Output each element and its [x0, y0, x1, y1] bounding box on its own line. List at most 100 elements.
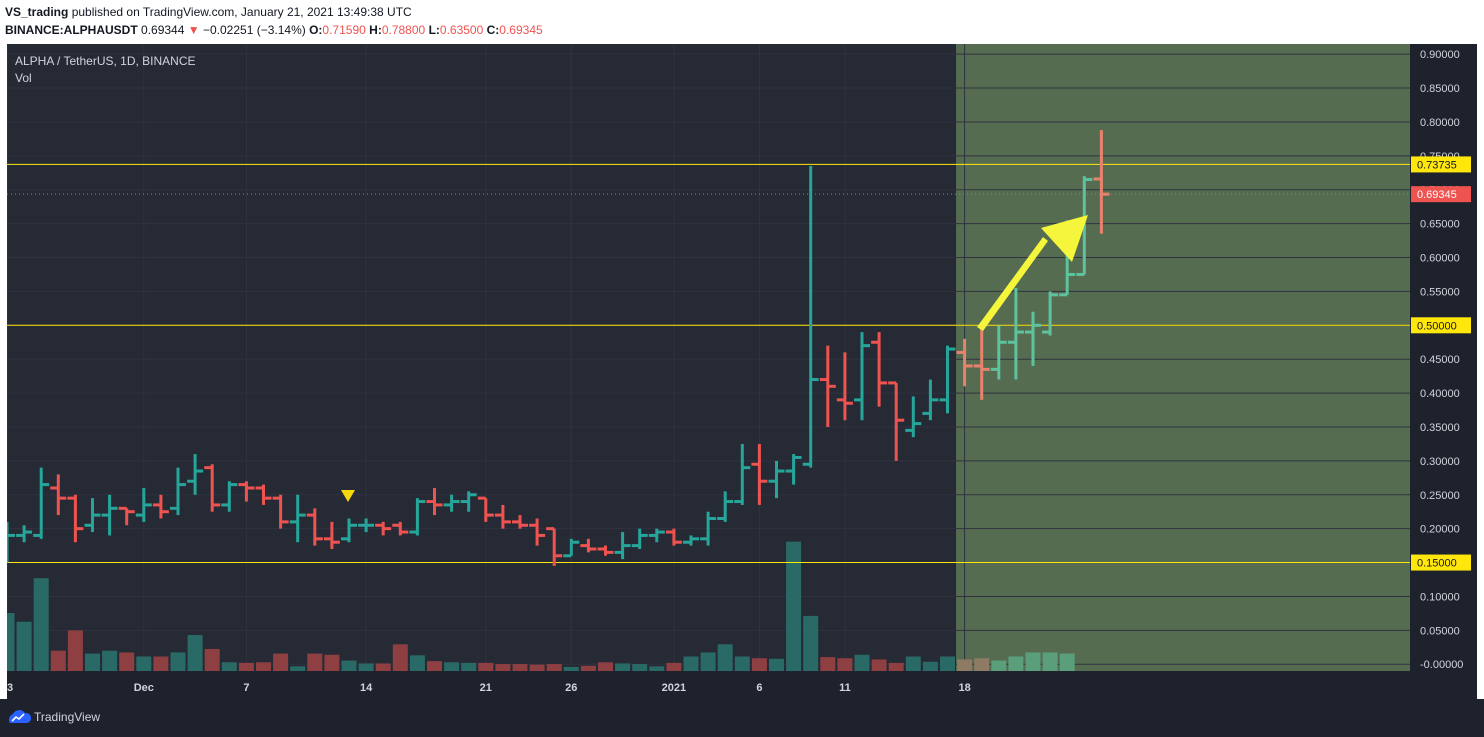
volume-bar — [153, 656, 169, 671]
time-tick-label: 23 — [7, 682, 13, 694]
ohlc-bar — [152, 494, 169, 519]
volume-bar — [7, 613, 15, 671]
ohlc-bar — [392, 521, 409, 536]
tradingview-logo-icon[interactable] — [7, 709, 31, 725]
time-tick-label: 21 — [480, 682, 492, 694]
volume-bar — [1008, 656, 1024, 671]
legend-vol-label: Vol — [15, 71, 32, 85]
ohlc-bar — [84, 498, 101, 533]
volume-bar — [871, 659, 887, 671]
current-price-label-box — [1411, 186, 1471, 203]
trend-arrow-icon — [977, 215, 1088, 331]
volume-bar — [50, 650, 66, 671]
price-tick-label: 0.10000 — [1420, 591, 1460, 603]
ohlc-bar — [700, 511, 717, 546]
ohlc-bar — [323, 521, 340, 549]
ohlc-bar — [33, 467, 50, 539]
volume-bar — [495, 664, 511, 671]
ohlc-bar — [306, 508, 323, 546]
ohlc-bar — [118, 506, 135, 526]
footer-brand[interactable]: TradingView — [34, 710, 101, 724]
level-price-label-box — [1411, 156, 1471, 173]
volume-bar — [854, 654, 870, 671]
price-tick-label: 0.35000 — [1420, 422, 1460, 434]
down-triangle-icon: ▼ — [187, 23, 200, 37]
time-axis[interactable]: 23 Dec 7 14 21 26 2021 6 11 18 — [7, 682, 971, 694]
volume-bar — [769, 658, 784, 671]
level-price-label-box — [1411, 554, 1471, 571]
price-tick-label: -0.00000 — [1420, 659, 1463, 671]
volume-bar — [957, 659, 973, 671]
volume-bar — [529, 664, 545, 671]
ohlc-bar — [1007, 288, 1024, 380]
ohlc-bar — [580, 538, 597, 553]
ohlc-bar — [631, 528, 648, 549]
volume-bar — [444, 662, 460, 671]
time-tick-label: 6 — [756, 682, 762, 694]
price-tick-label: 0.60000 — [1420, 253, 1460, 265]
level-price-label: 0.15000 — [1411, 554, 1471, 571]
publish-header: VS_trading published on TradingView.com,… — [0, 0, 1484, 44]
ohlc-bar — [990, 325, 1007, 380]
ohlc-bar — [1093, 130, 1110, 234]
high-value: 0.78800 — [381, 23, 426, 37]
ohlc-bar — [1042, 291, 1059, 336]
ohlc-bar — [785, 454, 802, 485]
time-axis-background[interactable] — [7, 671, 1410, 699]
ohlc-bar — [426, 487, 443, 516]
level-price-label: 0.50000 — [1411, 317, 1471, 334]
price-tick-label: 0.55000 — [1420, 286, 1460, 298]
ohlc-bar — [170, 467, 186, 516]
ohlc-bar — [751, 443, 768, 505]
volume-bar — [820, 657, 836, 671]
ohlc-bar — [819, 345, 836, 427]
time-tick-label: Dec — [134, 682, 154, 694]
ohlc-bar — [358, 518, 375, 533]
volume-bar — [358, 663, 374, 671]
volume-bar — [16, 621, 32, 671]
volume-bar — [751, 658, 767, 671]
volume-bar — [67, 630, 83, 671]
ohlc-bar — [16, 525, 33, 543]
current-price-label: 0.69345 — [1411, 186, 1471, 203]
author-name[interactable]: VS_trading — [5, 5, 69, 19]
ohlc-bar — [973, 325, 990, 400]
price-chart[interactable]: 0.900000.850000.800000.750000.700000.650… — [7, 44, 1477, 699]
close-value: 0.69345 — [499, 23, 543, 37]
chart-pane[interactable]: 0.900000.850000.800000.750000.700000.650… — [7, 44, 1477, 699]
ohlc-bar — [477, 496, 494, 522]
ohlc-bar — [238, 481, 255, 502]
level-price-label: 0.73735 — [1411, 156, 1471, 173]
open-value: 0.71590 — [322, 23, 366, 37]
volume-bar — [666, 662, 682, 671]
volume-bar — [324, 654, 340, 671]
ohlc-bar — [7, 521, 15, 563]
ohlc-bar — [460, 491, 477, 512]
legend-title: ALPHA / TetherUS, 1D, BINANCE — [15, 54, 196, 68]
ohlc-bar — [939, 345, 956, 414]
price-tick-label: 0.05000 — [1420, 625, 1460, 637]
ohlc-bar — [888, 381, 905, 461]
ohlc-bar — [272, 494, 289, 529]
ohlc-bar — [546, 527, 563, 566]
open-label: O: — [309, 23, 323, 37]
volume-bars — [7, 541, 1075, 671]
price-tick-label: 0.65000 — [1420, 219, 1460, 231]
volume-bar — [33, 578, 49, 671]
ohlc-bar — [614, 532, 631, 560]
price-axis-background[interactable] — [1410, 44, 1477, 699]
ohlc-bar — [375, 521, 392, 536]
close-label: C: — [486, 23, 500, 37]
volume-bar — [307, 653, 323, 671]
low-value: 0.63500 — [439, 23, 484, 37]
volume-bar — [375, 663, 391, 671]
volume-bar — [119, 652, 135, 671]
ohlc-bar — [734, 443, 751, 505]
level-lines — [7, 163, 1410, 564]
signal-triangle-icon — [341, 490, 355, 502]
ohlc-bars — [7, 130, 1110, 566]
last-price: 0.69344 — [141, 23, 185, 37]
volume-bar — [837, 658, 853, 671]
price-tick-label: 0.25000 — [1420, 490, 1460, 502]
volume-bar — [598, 662, 613, 671]
